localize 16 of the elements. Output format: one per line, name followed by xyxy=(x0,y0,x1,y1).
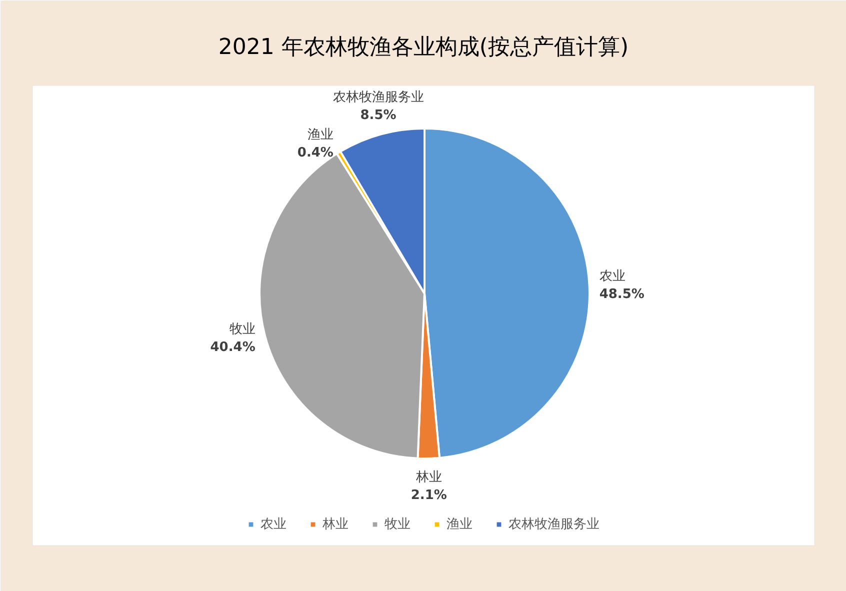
slice-label: 农业 xyxy=(599,269,626,284)
chart-title: 2021 年农林牧渔各业构成(按总产值计算) xyxy=(218,35,629,60)
legend-label: 农林牧渔服务业 xyxy=(508,516,600,533)
slice-label: 渔业 xyxy=(307,128,334,143)
data-label: 48.5% xyxy=(599,287,644,302)
slice-label: 牧业 xyxy=(229,322,256,337)
slice-label: 林业 xyxy=(414,470,442,485)
data-label: 40.4% xyxy=(210,340,256,355)
data-label: 0.4% xyxy=(297,146,334,161)
data-label: 8.5% xyxy=(360,108,396,124)
data-label: 2.1% xyxy=(410,488,447,503)
legend-label: 林业 xyxy=(322,516,348,533)
legend-label: 渔业 xyxy=(446,516,472,533)
slice-label: 农林牧渔服务业 xyxy=(332,90,424,106)
legend-label: 农业 xyxy=(260,516,286,533)
legend-label: 牧业 xyxy=(384,516,410,533)
